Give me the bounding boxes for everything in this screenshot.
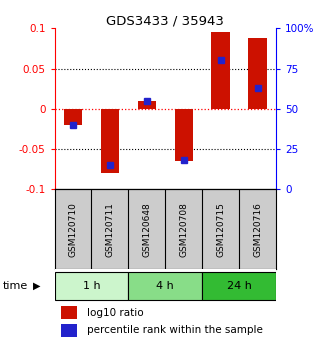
Text: 1 h: 1 h (83, 281, 100, 291)
Text: 4 h: 4 h (156, 281, 174, 291)
Text: GSM120711: GSM120711 (105, 202, 115, 257)
Text: GSM120716: GSM120716 (253, 202, 262, 257)
Bar (212, 32, 230, 109)
Text: log10 ratio: log10 ratio (87, 308, 143, 318)
Text: GSM120710: GSM120710 (68, 202, 78, 257)
Text: GSM120715: GSM120715 (216, 202, 225, 257)
Bar (61, 306, 77, 319)
Text: ▶: ▶ (33, 281, 41, 291)
Bar (55, 272, 128, 299)
Text: GSM120648: GSM120648 (142, 202, 152, 257)
Bar (101, 109, 119, 173)
Bar (202, 272, 276, 299)
Bar (248, 38, 267, 109)
Bar (64, 109, 82, 125)
Text: GSM120708: GSM120708 (179, 202, 188, 257)
Text: percentile rank within the sample: percentile rank within the sample (87, 325, 263, 336)
Bar (138, 101, 156, 109)
Bar (175, 109, 193, 161)
Bar (128, 272, 202, 299)
Text: 24 h: 24 h (227, 281, 252, 291)
Bar (61, 324, 77, 337)
Text: time: time (3, 281, 29, 291)
Title: GDS3433 / 35943: GDS3433 / 35943 (106, 14, 224, 27)
